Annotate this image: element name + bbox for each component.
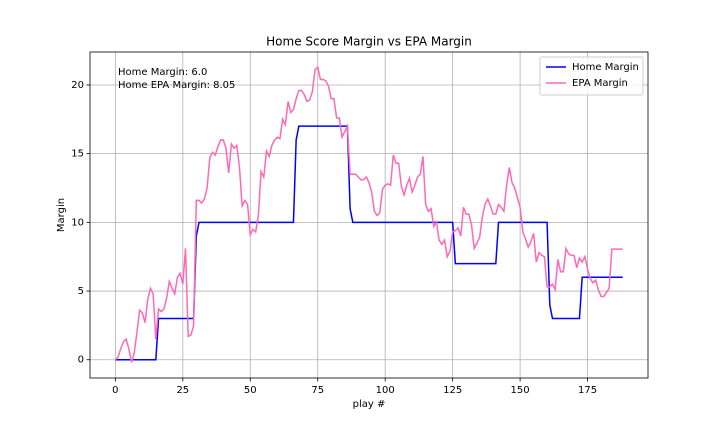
- x-tick-label: 75: [311, 385, 324, 396]
- y-axis-label: Margin: [56, 198, 67, 232]
- x-tick-label: 175: [578, 385, 597, 396]
- annotation: Home EPA Margin: 8.05: [118, 80, 235, 91]
- y-tick-label: 5: [78, 286, 84, 297]
- plot-frame: [89, 51, 649, 379]
- y-tick-label: 20: [71, 80, 84, 91]
- y-tick-label: 15: [71, 149, 84, 160]
- legend: Home Margin EPA Margin: [539, 56, 644, 96]
- x-tick-label: 125: [443, 385, 462, 396]
- y-tick-label: 10: [71, 217, 84, 228]
- legend-label: Home Margin: [572, 62, 639, 73]
- legend-label: EPA Margin: [572, 78, 628, 89]
- x-axis-label: play #: [353, 399, 386, 410]
- x-tick-label: 100: [376, 385, 395, 396]
- x-tick-label: 50: [244, 385, 257, 396]
- y-tick-label: 0: [78, 355, 84, 366]
- x-tick-label: 150: [511, 385, 530, 396]
- data-line: [114, 65, 623, 363]
- x-tick-label: 0: [112, 385, 118, 396]
- chart-title: Home Score Margin vs EPA Margin: [266, 35, 472, 49]
- x-tick-label: 25: [176, 385, 189, 396]
- annotation: Home Margin: 6.0: [118, 67, 207, 78]
